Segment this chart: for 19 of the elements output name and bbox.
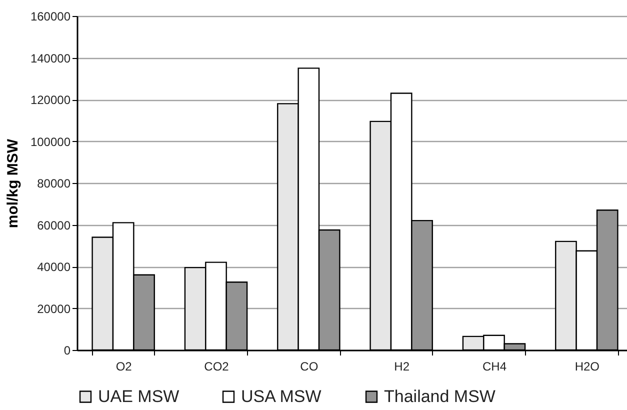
y-tick-label: 160000 xyxy=(30,10,71,24)
y-tick-label: 120000 xyxy=(30,93,71,107)
y-tick-label: 60000 xyxy=(37,218,71,232)
x-tick-label: CO xyxy=(300,360,318,374)
y-tick-label: 80000 xyxy=(37,176,71,190)
y-tick-label: 100000 xyxy=(30,134,71,149)
y-axis-title: mol/kg MSW xyxy=(4,138,22,228)
x-tick-label: O2 xyxy=(116,360,132,374)
legend-label: USA MSW xyxy=(241,386,322,406)
x-tick-label: CH4 xyxy=(482,360,507,374)
y-tick-label: 20000 xyxy=(37,302,71,316)
legend-label: Thailand MSW xyxy=(384,386,496,406)
y-tick-label: 40000 xyxy=(37,260,71,274)
x-tick-label: CO2 xyxy=(204,360,230,374)
y-tick-label: 140000 xyxy=(30,51,71,66)
legend-label: UAE MSW xyxy=(98,386,180,406)
x-tick-label: H2O xyxy=(574,360,600,374)
y-tick-label: 0 xyxy=(64,344,71,358)
x-tick-label: H2 xyxy=(394,360,410,374)
